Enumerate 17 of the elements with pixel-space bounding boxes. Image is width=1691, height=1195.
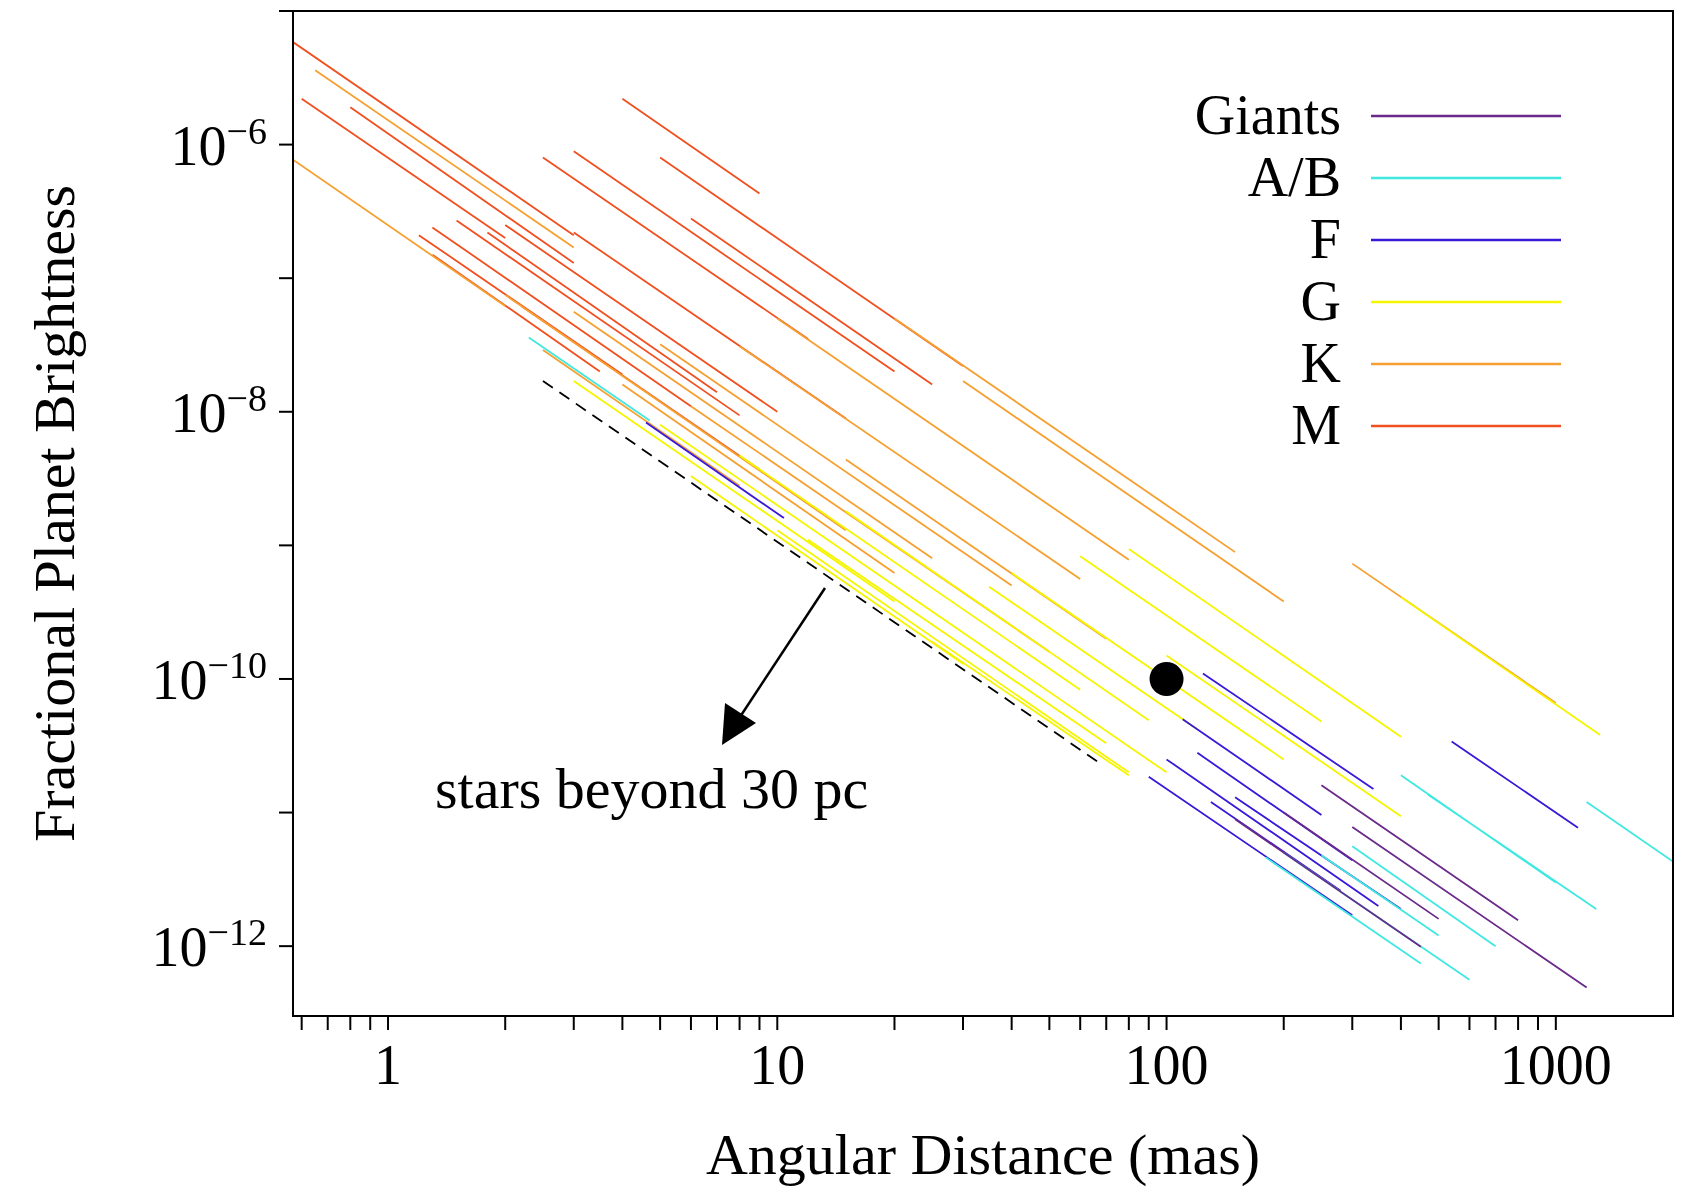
y-tick-label: 10$^{−12}$ xyxy=(151,911,267,979)
legend-label: M xyxy=(1291,394,1341,456)
x-tick-label: 100 xyxy=(1124,1034,1209,1096)
legend-label: A/B xyxy=(1247,146,1341,208)
x-tick-label: 1 xyxy=(374,1034,403,1096)
legend-label: G xyxy=(1300,270,1341,332)
legend-label: Giants xyxy=(1194,84,1341,146)
y-tick-label: 10$^{−6}$ xyxy=(170,109,267,177)
y-tick-label: 10$^{−10}$ xyxy=(151,643,267,711)
y-axis-title: Fractional Planet Brightness xyxy=(22,184,87,843)
y-tick-label: 10$^{−8}$ xyxy=(170,376,267,444)
legend-label: F xyxy=(1309,208,1341,270)
x-tick-label: 1000 xyxy=(1499,1034,1612,1096)
annotation: stars beyond 30 pc xyxy=(435,756,869,821)
x-axis-title: Angular Distance (mas) xyxy=(705,1122,1261,1187)
legend-label: K xyxy=(1300,332,1341,394)
x-tick-label: 10 xyxy=(749,1034,806,1096)
